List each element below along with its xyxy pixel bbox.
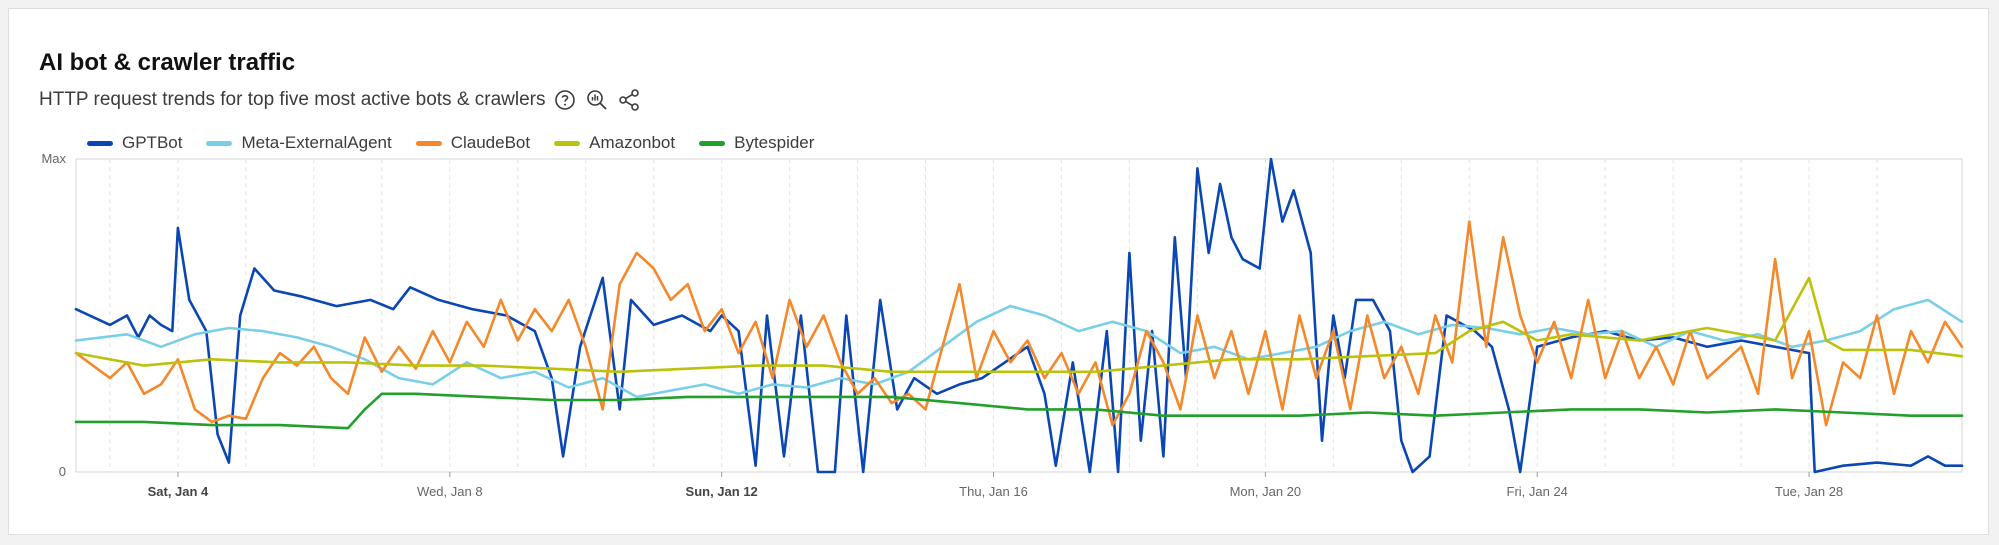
- legend-label: Amazonbot: [589, 133, 676, 152]
- chart-title: AI bot & crawler traffic: [39, 49, 296, 76]
- legend-item-meta-externalagent[interactable]: Meta-ExternalAgent: [206, 133, 392, 153]
- x-tick-label: Thu, Jan 16: [959, 484, 1028, 499]
- legend-label: Bytespider: [734, 133, 815, 152]
- legend-label: ClaudeBot: [450, 133, 531, 152]
- series-line-claudebot: [74, 220, 1964, 427]
- legend-item-gptbot[interactable]: GPTBot: [87, 133, 182, 153]
- plot-frame: [75, 158, 1963, 473]
- y-tick-label: 0: [59, 464, 66, 479]
- x-tick-label: Wed, Jan 8: [417, 484, 483, 499]
- legend-item-bytespider[interactable]: Bytespider: [699, 133, 814, 153]
- series-line-bytespider: [74, 392, 1964, 430]
- series-line-amazonbot: [74, 276, 1964, 374]
- series-line-meta-externalagent: [74, 298, 1964, 399]
- legend-label: Meta-ExternalAgent: [241, 133, 392, 152]
- legend-swatch: [415, 140, 442, 146]
- chart-legend: GPTBot Meta-ExternalAgent ClaudeBot Amaz…: [87, 133, 838, 153]
- legend-swatch: [87, 140, 113, 146]
- legend-swatch: [554, 140, 581, 146]
- legend-item-claudebot[interactable]: ClaudeBot: [415, 133, 531, 153]
- legend-swatch: [699, 140, 726, 146]
- y-tick-label: Max: [41, 151, 66, 166]
- series-line-gptbot: [74, 157, 1964, 474]
- help-icon[interactable]: [552, 87, 578, 113]
- legend-swatch: [206, 140, 233, 146]
- x-tick-label: Sun, Jan 12: [686, 484, 758, 499]
- legend-label: GPTBot: [122, 133, 183, 152]
- x-tick-label: Tue, Jan 28: [1775, 484, 1843, 499]
- line-chart[interactable]: Sat, Jan 4 Wed, Jan 8 Sun, Jan 12 Thu, Jan …: [9, 9, 1990, 536]
- legend-item-amazonbot[interactable]: Amazonbot: [554, 133, 675, 153]
- subtitle-row: HTTP request trends for top five most ac…: [39, 87, 642, 113]
- share-icon[interactable]: [616, 87, 642, 113]
- x-tick-label: Mon, Jan 20: [1230, 484, 1302, 499]
- zoom-chart-icon[interactable]: [584, 87, 610, 113]
- x-tick-label: Fri, Jan 24: [1507, 484, 1568, 499]
- x-tick-label: Sat, Jan 4: [148, 484, 209, 499]
- chart-card: AI bot & crawler traffic HTTP request tr…: [8, 8, 1989, 535]
- chart-subtitle: HTTP request trends for top five most ac…: [39, 89, 546, 110]
